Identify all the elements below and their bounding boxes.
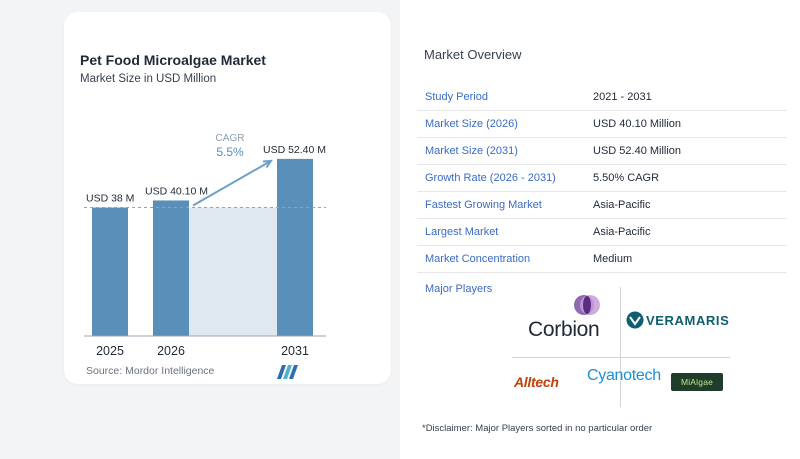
overview-table: Study Period 2021 - 2031 Market Size (20… — [417, 84, 787, 273]
forecast-shade — [189, 207, 277, 336]
disclaimer: *Disclaimer: Major Players sorted in no … — [422, 423, 653, 434]
row-label: Market Concentration — [425, 253, 531, 265]
mordor-logo-icon — [277, 365, 298, 379]
row-label: Growth Rate (2026 - 2031) — [425, 172, 556, 184]
table-row: Study Period 2021 - 2031 — [417, 84, 787, 111]
cagr-arrow-head — [262, 159, 273, 169]
row-value: Asia-Pacific — [593, 226, 651, 238]
row-value: 2021 - 2031 — [593, 91, 652, 103]
mialgae-logo-text: MiAlgae — [680, 377, 714, 387]
chart-subtitle: Market Size in USD Million — [80, 73, 217, 85]
table-row: Market Concentration Medium — [417, 246, 787, 273]
bar-chart: USD 38 M USD 40.10 M USD 52.40 M 2025 2026 20… — [84, 133, 326, 358]
source-text: Source: Mordor Intelligence — [86, 365, 215, 377]
plot-area: USD 38 M USD 40.10 M USD 52.40 M 2025 2026 20… — [84, 133, 326, 358]
major-players-label: Major Players — [425, 283, 493, 295]
table-row: Market Size (2031) USD 52.40 Million — [417, 138, 787, 165]
data-label: USD 38 M — [86, 193, 134, 205]
row-label: Market Size (2031) — [425, 145, 518, 157]
players-divider — [620, 287, 621, 407]
row-value: USD 40.10 Million — [593, 118, 682, 130]
row-value: Asia-Pacific — [593, 199, 651, 211]
bar — [92, 207, 128, 336]
row-label: Study Period — [425, 91, 488, 103]
data-label: USD 52.40 M — [263, 144, 326, 156]
row-value: Medium — [593, 253, 633, 265]
cagr-value: 5.5% — [216, 145, 244, 159]
bar — [153, 200, 189, 336]
table-row: Largest Market Asia-Pacific — [417, 219, 787, 246]
cagr-label: CAGR — [216, 133, 245, 144]
mialgae-logo: MiAlgae — [671, 373, 723, 391]
corbion-logo-text: Corbion — [528, 318, 600, 341]
overview-title: Market Overview — [424, 47, 522, 62]
row-label: Largest Market — [425, 226, 499, 238]
row-value: USD 52.40 Million — [593, 145, 682, 157]
bar — [277, 158, 313, 336]
row-label: Market Size (2026) — [425, 118, 518, 130]
x-tick-label: 2026 — [157, 344, 185, 358]
table-row: Growth Rate (2026 - 2031) 5.50% CAGR — [417, 165, 787, 192]
cyanotech-logo-text: Cyanotech — [587, 367, 661, 384]
corbion-logo-icon — [574, 295, 600, 315]
players-divider — [512, 357, 730, 358]
data-label: USD 40.10 M — [145, 185, 208, 197]
table-row: Fastest Growing Market Asia-Pacific — [417, 192, 787, 219]
veramaris-logo-icon — [626, 311, 644, 329]
chart-card: USD 38 M USD 40.10 M USD 52.40 M 2025 2026 20… — [64, 12, 391, 384]
x-tick-label: 2031 — [281, 344, 309, 358]
row-label: Fastest Growing Market — [425, 199, 542, 211]
cagr-arrow — [192, 160, 272, 207]
veramaris-logo-text: VERAMARIS — [646, 313, 730, 328]
x-tick-label: 2025 — [96, 344, 124, 358]
market-overview-panel: Market Overview Study Period 2021 - 2031… — [400, 0, 800, 459]
table-row: Market Size (2026) USD 40.10 Million — [417, 111, 787, 138]
chart-title: Pet Food Microalgae Market — [80, 52, 266, 68]
alltech-logo-text: Alltech — [514, 374, 559, 390]
row-value: 5.50% CAGR — [593, 172, 660, 184]
